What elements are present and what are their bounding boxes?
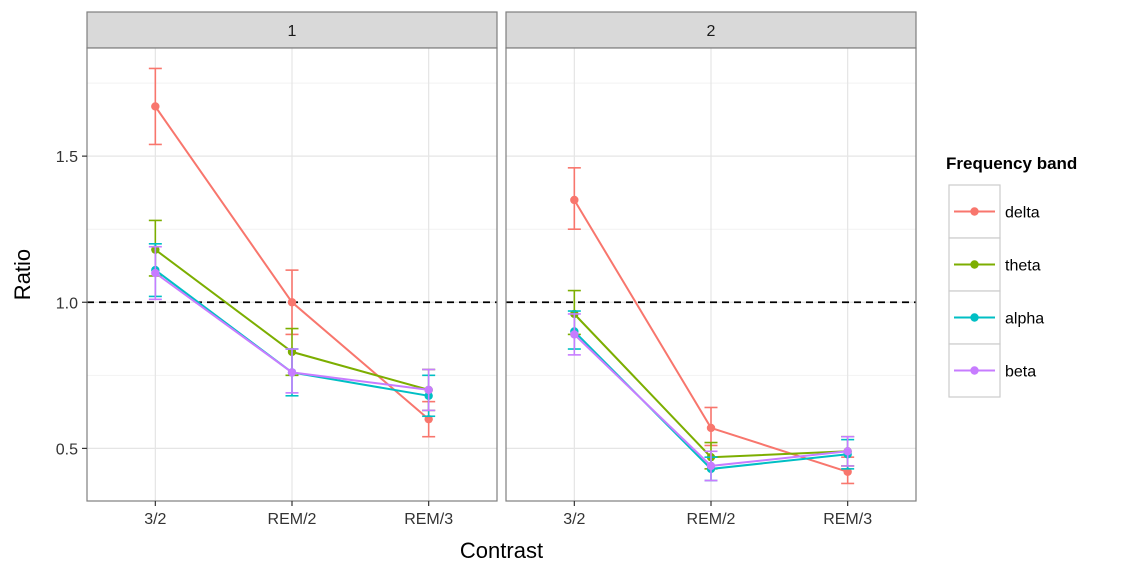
legend-key-point (970, 260, 979, 269)
panel-strip (86, 11, 498, 49)
legend-item-beta: beta (948, 343, 1036, 398)
legend-key-point (970, 207, 979, 216)
legend-label: beta (1005, 364, 1036, 381)
x-tick-label: REM/3 (823, 511, 872, 528)
x-tick-label: REM/3 (404, 511, 453, 528)
data-point (706, 423, 716, 433)
legend-item-alpha: alpha (948, 290, 1044, 345)
legend-label: delta (1005, 205, 1040, 222)
data-point (843, 447, 852, 456)
data-point (706, 461, 716, 471)
panel-strip-label: 2 (707, 23, 716, 40)
data-point (151, 102, 160, 111)
data-point (424, 414, 433, 424)
legend-item-delta: delta (948, 184, 1040, 239)
panel-1: 1 3/2 REM/2 REM/3 (86, 11, 498, 528)
data-point (843, 467, 852, 476)
data-point (151, 268, 160, 278)
data-point (287, 368, 297, 377)
legend-key-point (970, 313, 979, 322)
x-tick-label: 3/2 (144, 511, 166, 528)
legend-label: alpha (1005, 311, 1044, 328)
panel-strip-label: 1 (288, 23, 297, 40)
y-tick-label: 1.0 (56, 295, 78, 312)
x-tick-label: REM/2 (687, 511, 736, 528)
x-axis-title: Contrast (460, 538, 543, 563)
series-beta (148, 245, 436, 412)
y-tick-label: 1.5 (56, 149, 78, 166)
legend: Frequency band delta theta alpha beta (946, 154, 1077, 398)
legend-label: theta (1005, 258, 1041, 275)
data-point (424, 385, 433, 395)
data-point (287, 298, 297, 307)
panel-2: 2 3/2 REM/2 REM/3 (505, 11, 917, 528)
x-tick-label: 3/2 (563, 511, 585, 528)
series-beta (567, 313, 855, 482)
x-tick-label: REM/2 (268, 511, 317, 528)
y-axis-title: Ratio (10, 249, 35, 300)
data-point (570, 195, 579, 205)
panel-strip (505, 11, 917, 49)
legend-item-theta: theta (948, 237, 1041, 292)
legend-title: Frequency band (946, 154, 1077, 173)
legend-key-point (970, 366, 979, 375)
y-tick-label: 0.5 (56, 441, 78, 458)
data-point (570, 330, 579, 339)
